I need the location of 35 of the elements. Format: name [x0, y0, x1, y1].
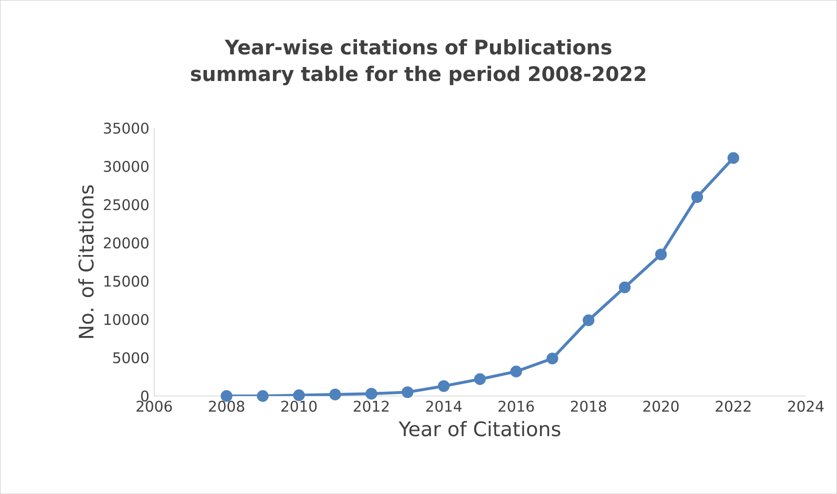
point [582, 314, 594, 326]
y-tick-label: 35000 [104, 122, 148, 134]
x-axis-title: Year of Citations [398, 420, 560, 436]
y-tick-label: 5000 [113, 352, 148, 364]
y-tick-label: 20000 [104, 237, 148, 248]
chart-title: Year-wise citations of Publications summary table for the period 2008-2022 [191, 39, 646, 86]
x-tick-label: 2016 [498, 400, 534, 412]
point [546, 352, 558, 364]
x-tick-label: 2008 [208, 400, 244, 412]
point [366, 388, 378, 400]
point [293, 389, 305, 402]
point [402, 386, 414, 398]
x-tick-label: 2024 [788, 400, 824, 412]
point [691, 191, 704, 203]
y-tick-label: 10000 [104, 314, 148, 325]
point [655, 248, 667, 260]
x-tick-label: 2006 [136, 400, 172, 412]
x-tick-label: 2012 [354, 400, 389, 412]
point [438, 380, 450, 392]
y-tick-label: 25000 [104, 199, 148, 210]
y-tick-label: 15000 [104, 276, 148, 287]
point [474, 373, 486, 385]
point [618, 281, 631, 294]
y-tick-label: 30000 [104, 160, 148, 172]
y-tick-label: 0 [141, 390, 148, 402]
x-tick-label: 2014 [426, 400, 462, 412]
x-tick-label: 2018 [570, 400, 606, 412]
point [510, 366, 522, 378]
x-tick-label: 2010 [281, 400, 317, 412]
y-axis-title: No. of Citations [78, 185, 94, 338]
x-tick-label: 2022 [716, 400, 751, 412]
x-tick-label: 2020 [643, 400, 679, 412]
point [727, 152, 740, 164]
point [256, 390, 269, 402]
point [329, 388, 342, 400]
